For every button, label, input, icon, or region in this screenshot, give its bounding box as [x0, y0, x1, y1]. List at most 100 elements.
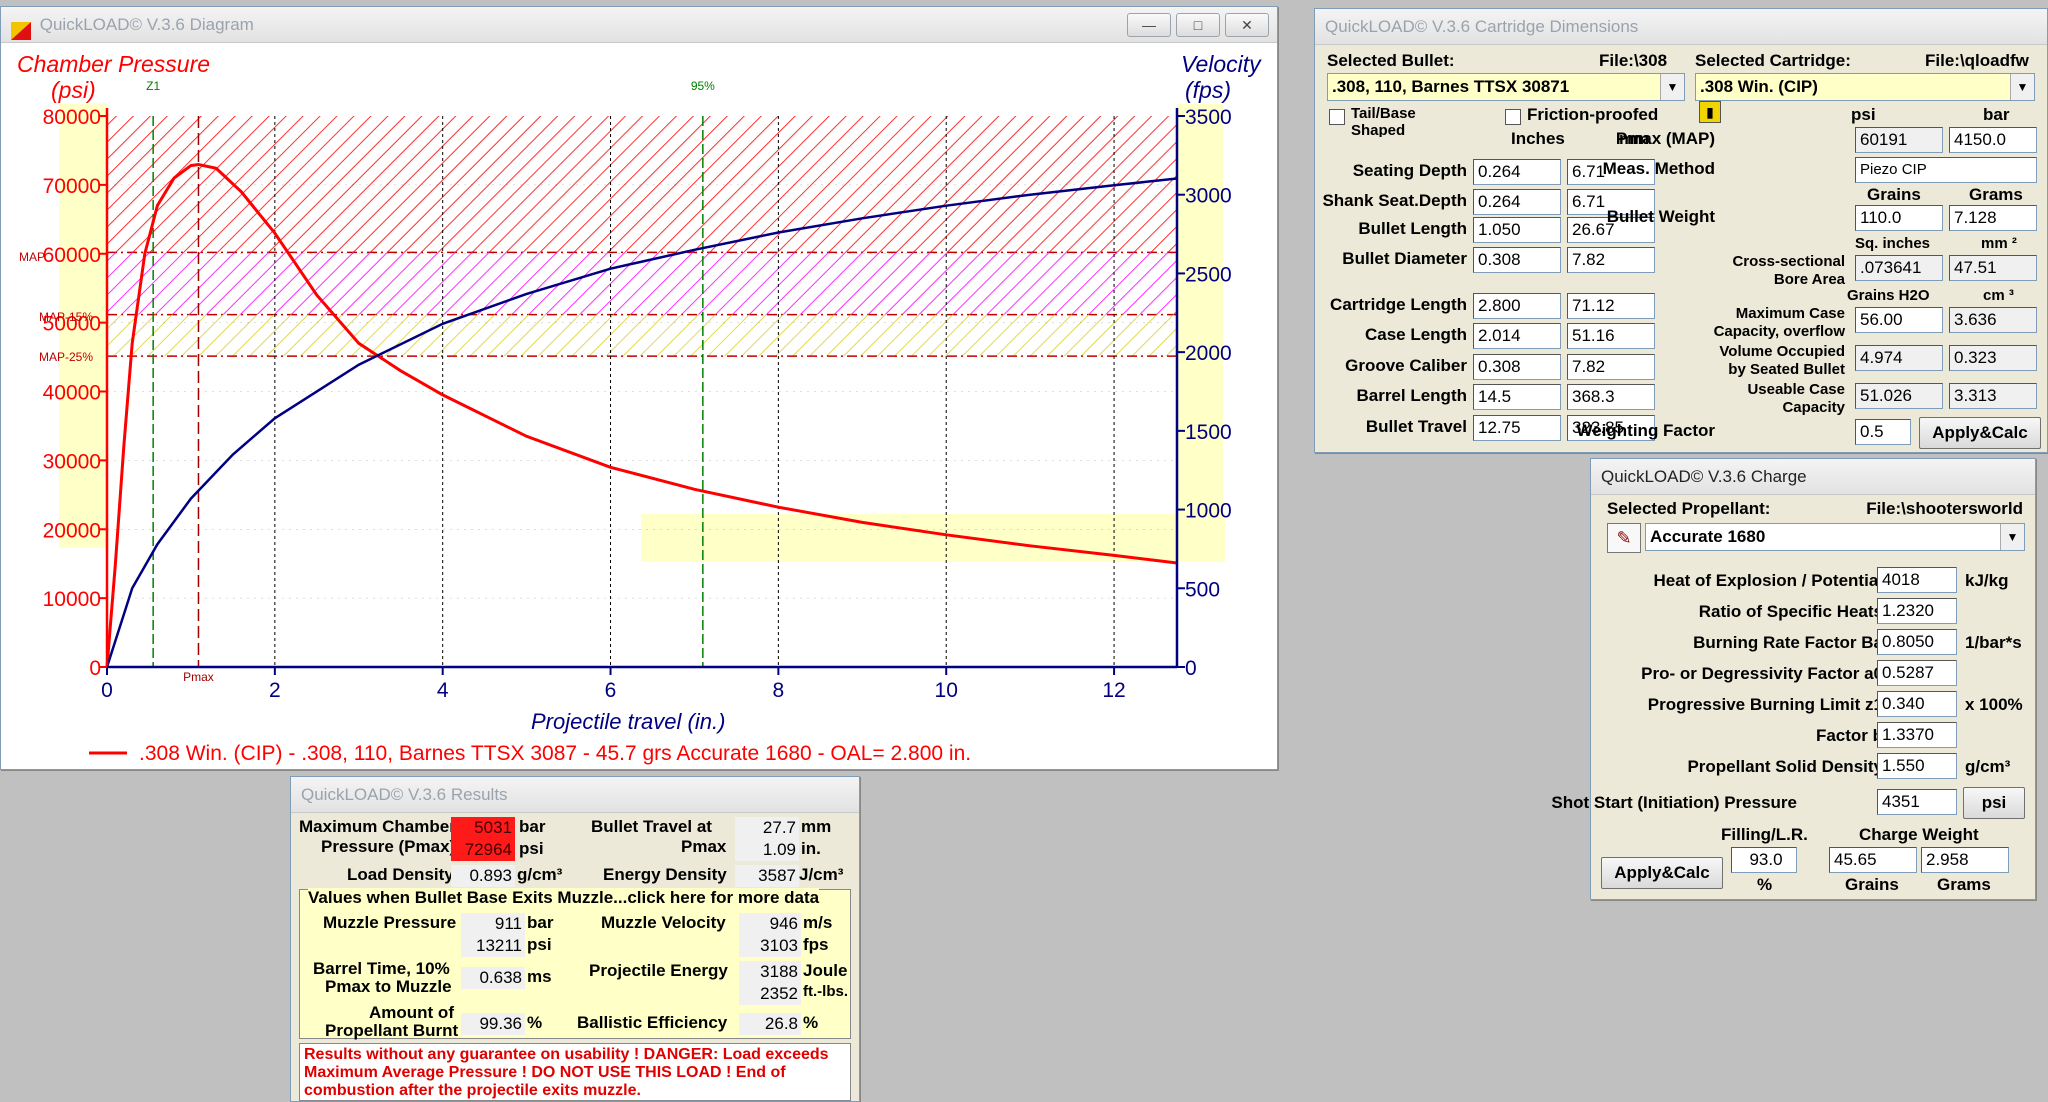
charge-row-unit: g/cm³	[1965, 757, 2011, 776]
legend-text: .308 Win. (CIP) - .308, 110, Barnes TTSX…	[139, 742, 971, 765]
x-tick-label: 10	[935, 679, 958, 702]
y-tick-label: 60000	[43, 244, 101, 267]
useable-case-grains-field[interactable]: 51.026	[1855, 383, 1943, 409]
dim-row-inches-field[interactable]: 0.308	[1473, 247, 1561, 273]
weighting-factor-field[interactable]: 0.5	[1855, 419, 1911, 445]
shot-start-field[interactable]: 4351	[1877, 789, 1957, 815]
cartridge-select[interactable]: .308 Win. (CIP) ▼	[1695, 73, 2035, 101]
y2-tick-label: 0	[1185, 657, 1197, 680]
chevron-down-icon[interactable]: ▼	[1660, 74, 1684, 100]
cross-section-label-2: Bore Area	[1773, 271, 1845, 288]
projectile-energy-ftlbs: 2352	[739, 983, 801, 1005]
vol-occupied-label-2: by Seated Bullet	[1728, 361, 1845, 378]
vol-occupied-grains-field[interactable]: 4.974	[1855, 345, 1943, 371]
pmax-psi-field[interactable]: 60191	[1855, 127, 1943, 153]
dimensions-title: QuickLOAD© V.3.6 Cartridge Dimensions	[1325, 17, 1639, 36]
dim-row-mm-field[interactable]: 71.12	[1567, 293, 1655, 319]
dim-row-inches-field[interactable]: 0.264	[1473, 189, 1561, 215]
charge-row-field[interactable]: 0.340	[1877, 691, 1957, 717]
projectile-energy-joule: 3188	[739, 961, 801, 983]
y2-tick-label: 2000	[1185, 342, 1232, 365]
col-sqin-label: Sq. inches	[1855, 235, 1931, 252]
vol-occupied-cm3-field[interactable]: 0.323	[1949, 345, 2037, 371]
charge-row-unit: 1/bar*s	[1965, 633, 2022, 652]
load-density-value: 0.893	[451, 865, 515, 887]
charge-row-field[interactable]: 1.2320	[1877, 598, 1957, 624]
charge-apply-calc-button[interactable]: Apply&Calc	[1601, 857, 1723, 889]
charge-row-field[interactable]: 4018	[1877, 567, 1957, 593]
powder-icon[interactable]: ✎	[1607, 523, 1641, 553]
y-tick-label: 70000	[43, 175, 101, 198]
muzzle-section-header[interactable]: Values when Bullet Base Exits Muzzle...c…	[308, 888, 820, 908]
meas-method-field[interactable]: Piezo CIP	[1855, 157, 2037, 183]
charge-titlebar[interactable]: QuickLOAD© V.3.6 Charge	[1591, 459, 2035, 495]
diagram-titlebar[interactable]: QuickLOAD© V.3.6 Diagram — □ ✕	[1, 7, 1277, 43]
left-axis-band	[59, 104, 107, 548]
x-axis-title: Projectile travel (in.)	[531, 709, 725, 734]
dim-row-mm-field[interactable]: 323.85	[1567, 415, 1655, 441]
dim-row-label: Seating Depth	[1352, 161, 1467, 180]
charge-row-field[interactable]: 1.3370	[1877, 722, 1957, 748]
y-tick-label: 20000	[43, 519, 101, 542]
filling-unit-label: %	[1757, 875, 1773, 894]
energy-density-unit: J/cm³	[799, 865, 844, 884]
dim-row-mm-field[interactable]: 368.3	[1567, 384, 1655, 410]
bullet-weight-grains-field[interactable]: 110.0	[1855, 205, 1943, 231]
propellant-select[interactable]: Accurate 1680 ▼	[1645, 523, 2025, 551]
shot-start-unit-button[interactable]: psi	[1963, 787, 2025, 819]
close-button[interactable]: ✕	[1225, 13, 1269, 37]
max-case-cm3-field[interactable]: 3.636	[1949, 307, 2037, 333]
pmax-bar-field[interactable]: 4150.0	[1949, 127, 2037, 153]
dim-row-inches-field[interactable]: 0.264	[1473, 159, 1561, 185]
charge-row-field[interactable]: 0.8050	[1877, 629, 1957, 655]
dim-row-mm-field[interactable]: 6.71	[1567, 159, 1655, 185]
dim-row-mm-field[interactable]: 7.82	[1567, 247, 1655, 273]
cross-section-sqin-field[interactable]: .073641	[1855, 255, 1943, 281]
bullet-select[interactable]: .308, 110, Barnes TTSX 30871 ▼	[1327, 73, 1685, 101]
chevron-down-icon[interactable]: ▼	[2010, 74, 2034, 100]
max-case-grains-field[interactable]: 56.00	[1855, 307, 1943, 333]
dimensions-apply-calc-button[interactable]: Apply&Calc	[1919, 417, 2041, 449]
muzzle-pressure-psi: 13211	[461, 935, 525, 957]
friction-checkbox[interactable]	[1505, 109, 1521, 125]
propellant-file-label: File:\shootersworld	[1866, 499, 2023, 518]
chevron-down-icon[interactable]: ▼	[2000, 524, 2024, 550]
marker-label-95: 95%	[691, 79, 715, 93]
dim-row-inches-field[interactable]: 2.014	[1473, 323, 1561, 349]
dim-row-inches-field[interactable]: 0.308	[1473, 354, 1561, 380]
barrel-time-value: 0.638	[461, 967, 525, 989]
y2-tick-label: 3500	[1185, 106, 1232, 129]
dim-row-mm-field[interactable]: 26.67	[1567, 217, 1655, 243]
ballistic-efficiency-unit: %	[803, 1013, 819, 1032]
charge-grains-field[interactable]: 45.65	[1829, 847, 1917, 873]
col-mm-label: mm	[1619, 129, 1650, 148]
charge-grams-field[interactable]: 2.958	[1921, 847, 2009, 873]
right-axis-title: Velocity	[1181, 51, 1262, 77]
minimize-button[interactable]: —	[1127, 13, 1171, 37]
col-grams-label: Grams	[1969, 185, 2023, 204]
x-axis-band	[641, 514, 1225, 562]
dimensions-titlebar[interactable]: QuickLOAD© V.3.6 Cartridge Dimensions	[1315, 9, 2047, 45]
filling-field[interactable]: 93.0	[1731, 847, 1797, 873]
dim-row-mm-field[interactable]: 6.71	[1567, 189, 1655, 215]
dim-row-inches-field[interactable]: 12.75	[1473, 415, 1561, 441]
tail-base-checkbox[interactable]	[1329, 109, 1345, 125]
propellant-burnt-label-2: Propellant Burnt	[325, 1021, 459, 1040]
results-titlebar[interactable]: QuickLOAD© V.3.6 Results	[291, 777, 859, 813]
charge-window: QuickLOAD© V.3.6 Charge Selected Propell…	[1551, 458, 2036, 900]
target-icon[interactable]: ▮	[1699, 101, 1721, 123]
dim-row-inches-field[interactable]: 14.5	[1473, 384, 1561, 410]
dim-row-inches-field[interactable]: 2.800	[1473, 293, 1561, 319]
cross-section-mm2-field[interactable]: 47.51	[1949, 255, 2037, 281]
charge-row-unit: x 100%	[1965, 695, 2023, 714]
pmax-label: Pmax (MAP)	[1615, 129, 1715, 148]
useable-case-cm3-field[interactable]: 3.313	[1949, 383, 2037, 409]
max-pressure-bar: 5031	[451, 817, 515, 839]
charge-row-field[interactable]: 1.550	[1877, 753, 1957, 779]
dim-row-mm-field[interactable]: 51.16	[1567, 323, 1655, 349]
maximize-button[interactable]: □	[1176, 13, 1220, 37]
bullet-weight-grams-field[interactable]: 7.128	[1949, 205, 2037, 231]
dim-row-mm-field[interactable]: 7.82	[1567, 354, 1655, 380]
dim-row-inches-field[interactable]: 1.050	[1473, 217, 1561, 243]
charge-row-field[interactable]: 0.5287	[1877, 660, 1957, 686]
